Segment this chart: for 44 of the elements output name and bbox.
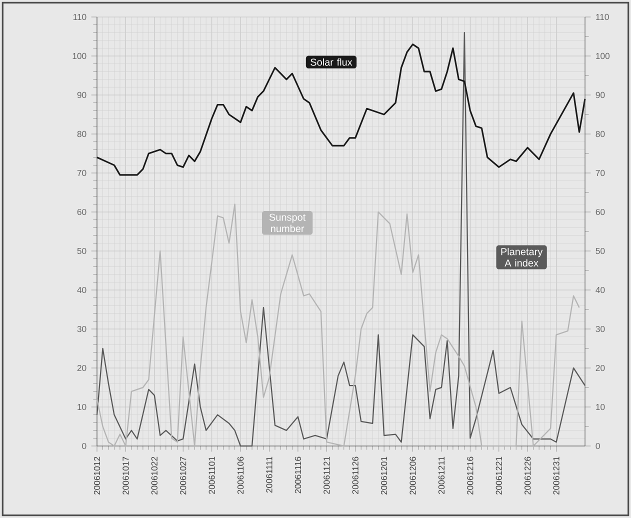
x-tick-label: 20061231 — [553, 456, 560, 495]
y2-tick-label: 70 — [596, 170, 605, 176]
y2-tick-label: 10 — [596, 404, 605, 410]
y-tick-label: 100 — [72, 52, 86, 60]
x-tick-label: 20061121 — [324, 456, 330, 494]
x-tick-label: 20061221 — [496, 456, 502, 495]
y2-tick-label: 40 — [596, 286, 605, 294]
x-tick-label: 20061022 — [151, 456, 158, 495]
y2-tick-label: 90 — [596, 92, 605, 98]
y-tick-label: 110 — [73, 14, 86, 20]
x-tick-label: 20061226 — [524, 456, 531, 495]
y2-tick-label: 50 — [596, 248, 605, 254]
y-tick-label: 20 — [77, 364, 86, 372]
x-tick-label: 20061206 — [410, 456, 416, 495]
y2-tick-label: 20 — [596, 364, 605, 372]
x-tick-label: 20061201 — [381, 456, 388, 495]
x-tick-label: 20061017 — [122, 456, 129, 495]
y2-tick-label: 30 — [596, 326, 605, 332]
x-tick-label: 20061216 — [467, 456, 474, 495]
y-tick-label: 70 — [77, 170, 86, 176]
y-tick-label: 0 — [82, 442, 86, 450]
text: Sunspot number — [269, 214, 306, 232]
y-tick-label: 40 — [77, 286, 86, 294]
text: Planetary A index — [501, 248, 543, 267]
y-tick-label: 80 — [77, 130, 86, 138]
y-tick-label: 60 — [77, 208, 86, 216]
x-tick-label: 20061211 — [438, 456, 445, 494]
y-tick-label: 10 — [78, 404, 86, 410]
y-tick-label: 50 — [77, 248, 86, 254]
y2-tick-label: 100 — [596, 52, 610, 60]
series-label: Solar flux — [310, 58, 352, 66]
y2-tick-label: 110 — [596, 14, 609, 20]
y2-tick-label: 80 — [596, 130, 605, 138]
y2-tick-label: 60 — [596, 208, 605, 216]
x-tick-label: 20061111 — [266, 456, 272, 493]
x-tick-label: 20061012 — [94, 456, 100, 495]
y2-tick-label: 0 — [596, 442, 600, 450]
x-tick-label: 20061116 — [294, 456, 302, 494]
y-tick-label: 90 — [77, 92, 86, 98]
x-tick-label: 20061027 — [180, 456, 186, 495]
x-tick-label: 20061106 — [237, 456, 244, 494]
x-tick-label: 20061101 — [208, 456, 215, 494]
x-tick-label: 20061126 — [352, 456, 358, 494]
y-tick-label: 30 — [77, 326, 86, 332]
